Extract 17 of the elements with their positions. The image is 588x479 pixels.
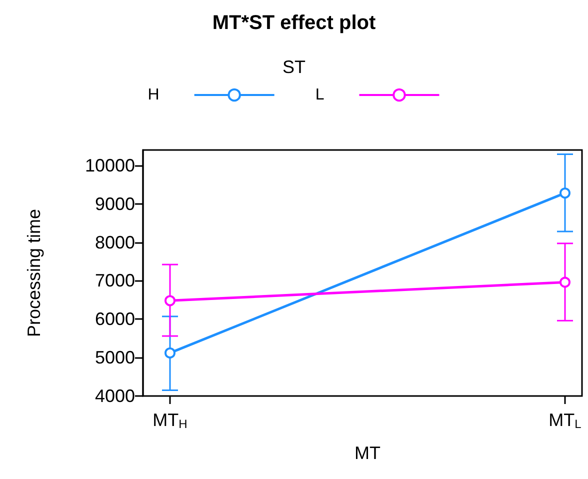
y-tick-label: 5000 [94,348,135,368]
point [560,276,570,288]
y-tick-label: 8000 [94,232,135,252]
point [560,188,570,199]
legend-title: ST [282,57,306,77]
y-axis-title: Processing time [24,208,44,338]
point [164,347,176,358]
y-tick-label: 10000 [84,155,135,176]
chart-title: MT*ST effect plot [212,12,376,34]
y-tick-label: 9000 [94,194,135,214]
y-tick-label: 7000 [94,270,135,291]
point [164,295,176,306]
y-tick-label: 6000 [94,309,135,330]
y-tick-label: 4000 [94,386,135,406]
legend-label: H [148,86,160,104]
x-axis-title: MT [354,443,380,463]
legend-label: L [315,86,324,104]
